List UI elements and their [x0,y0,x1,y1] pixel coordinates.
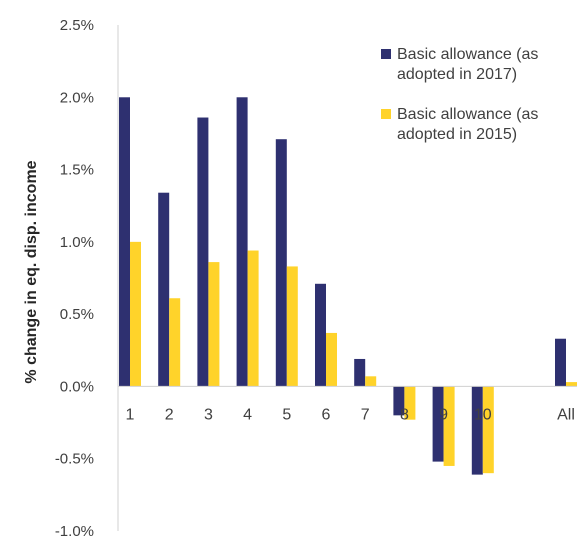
bar-series-2-10 [482,386,494,474]
bar-series-2-4 [247,250,259,387]
y-tick-label: 2.0% [60,89,94,106]
legend-swatch-1 [381,49,391,59]
bar-series-2-2 [169,298,181,387]
bar-series-1-2 [158,192,170,387]
bar-series-1-9 [432,386,444,462]
category-label: 10 [474,406,492,423]
bar-series-2-3 [208,262,220,387]
bar-series-1-7 [354,358,366,387]
category-labels: 1 2 3 4 5 6 7 8 9 10 All [126,406,575,423]
category-label: 8 [400,406,409,423]
category-label: 1 [126,406,135,423]
bar-series-1-10 [471,386,483,475]
bar-series-2-5 [286,266,298,387]
y-tick-label: 1.0% [60,234,94,251]
category-label: 7 [361,406,370,423]
bar-series-1-1 [119,97,130,387]
bar-series-2-8 [404,386,416,420]
y-tick-label: 1.5% [60,162,94,179]
bar-series-2-9 [443,386,455,466]
bar-series-1-3 [197,117,209,387]
category-label: 5 [282,406,291,423]
bar-series-2-7 [365,376,377,387]
category-label: 2 [165,406,174,423]
y-axis-title: % change in eq. disp. income [23,160,40,383]
bar-series-2-1 [130,241,141,387]
legend-label-2: Basic allowance (as adopted in 2015) [397,106,538,143]
bar-series-1-5 [275,139,287,387]
bar-series-1-8 [393,386,405,416]
legend-label-1: Basic allowance (as adopted in 2017) [397,46,538,83]
bar-series-2-6 [326,332,337,387]
category-label: 4 [243,406,252,423]
y-tick-label: -0.5% [55,451,94,468]
legend: Basic allowance (as adopted in 2017) Basic… [381,46,538,143]
legend-swatch-2 [381,109,391,119]
y-tick-label: 0.5% [60,306,94,323]
y-tick-label: 0.0% [60,378,94,395]
y-tick-labels: -1.0% -0.5% 0.0% 0.5% 1.0% 1.5% 2.0% 2.5% [55,17,94,540]
bar-series-1-6 [315,283,326,387]
bar-series-2-All [566,382,577,387]
category-label: 3 [204,406,213,423]
category-label: 6 [322,406,331,423]
category-label: 9 [439,406,448,423]
bar-series-1-4 [236,97,248,387]
bar-series-1-All [555,338,566,387]
y-tick-label: -1.0% [55,523,94,540]
y-tick-label: 2.5% [60,17,94,34]
category-label: All [557,406,575,423]
bars [119,97,577,475]
